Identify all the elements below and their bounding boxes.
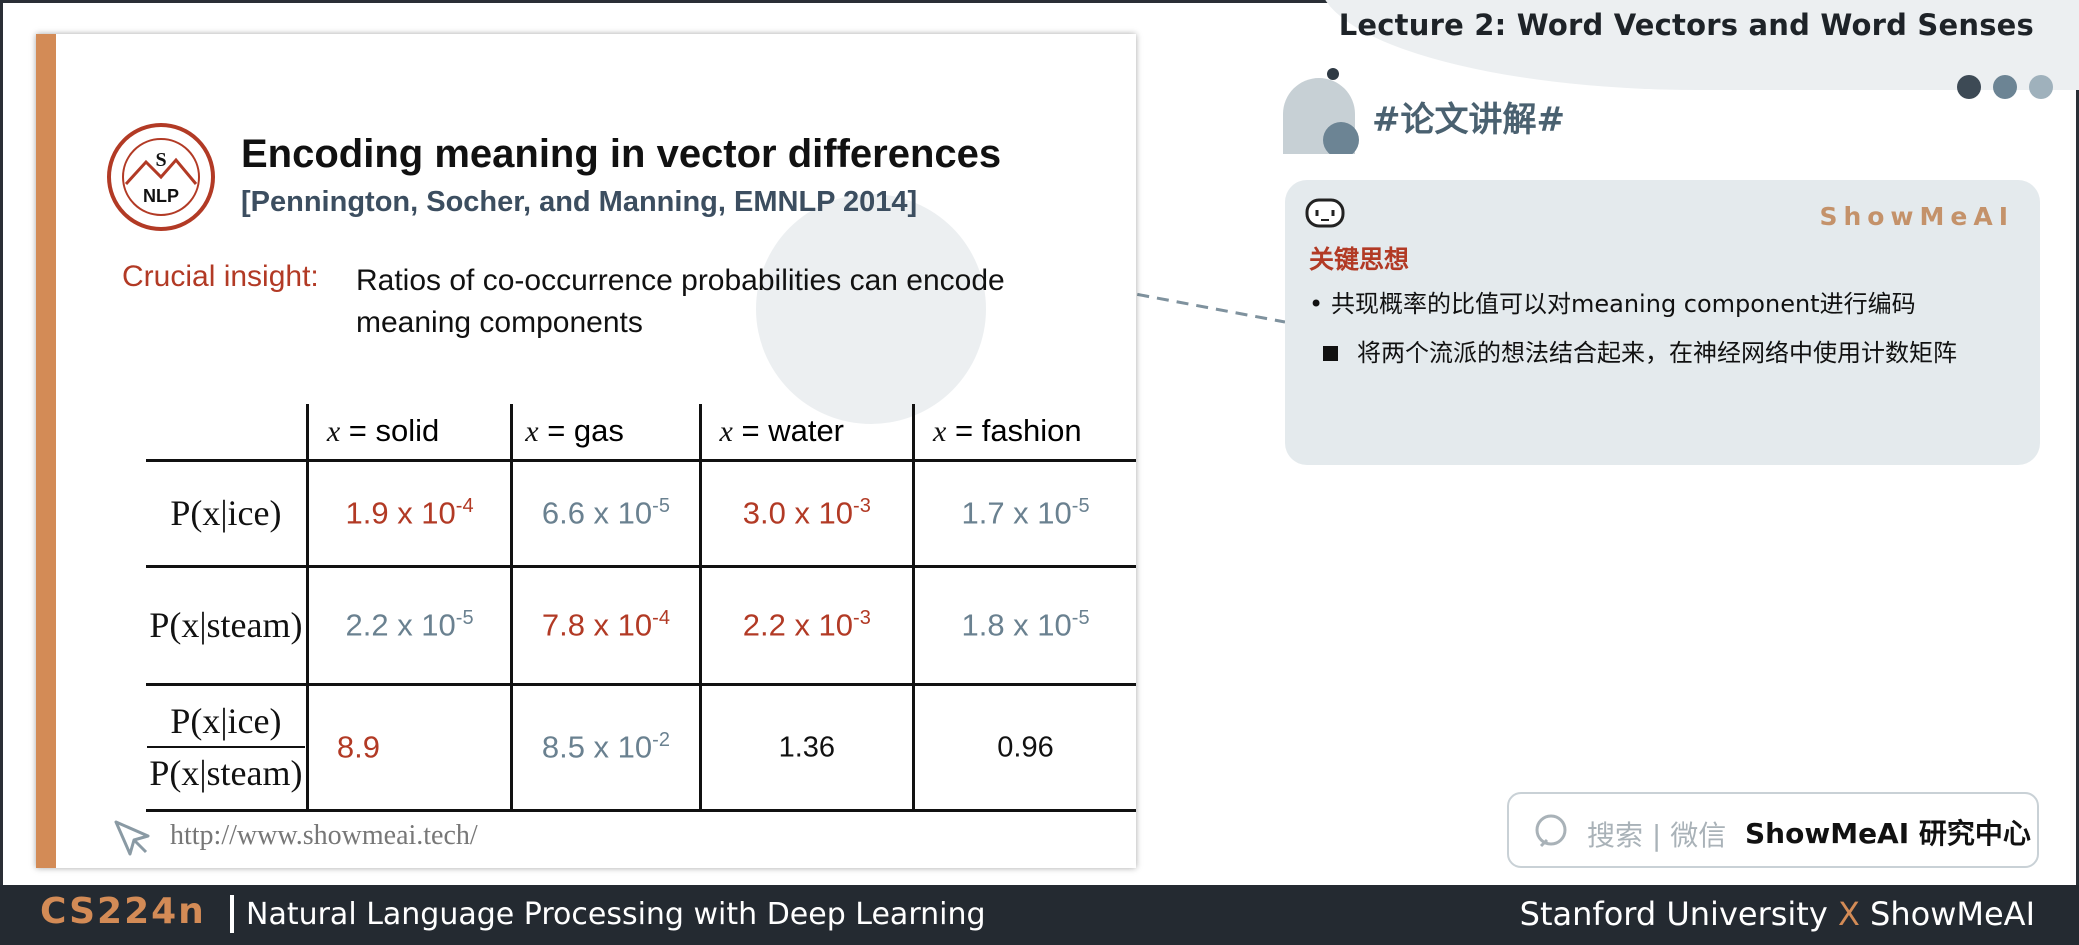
table-row: P(x|steam) 2.2 x 10-5 7.8 x 10-4 2.2 x 1… [146, 566, 1136, 684]
ratio-label: P(x|ice) P(x|steam) [146, 682, 309, 812]
table-cell: 2.2 x 10-5 [307, 566, 514, 684]
footer-credits: Stanford University X ShowMeAI [1519, 895, 2035, 933]
slide-accent-bar [36, 34, 56, 868]
slide-title: Encoding meaning in vector differences [241, 132, 1002, 176]
page-dots [1957, 75, 2053, 99]
table-cell: 8.5 x 10-2 [511, 682, 702, 812]
section-decoration-icon [1283, 68, 1359, 154]
table-cell: 6.6 x 10-5 [511, 460, 702, 568]
card-brand: ShowMeAI [1819, 202, 2014, 231]
table-cell: 7.8 x 10-4 [511, 566, 702, 684]
table-cell: 3.0 x 10-3 [700, 460, 916, 568]
column-header: x = water [700, 404, 916, 462]
row-label: P(x|steam) [146, 566, 309, 684]
search-brand: ShowMeAI 研究中心 [1745, 817, 2031, 850]
robot-icon [1305, 198, 1345, 228]
wechat-search-box[interactable]: 搜索 | 微信 ShowMeAI 研究中心 [1507, 792, 2039, 868]
key-idea-card: ShowMeAI 关键思想 • 共现概率的比值可以对meaning compone… [1285, 180, 2040, 465]
table-cell: 2.2 x 10-3 [700, 566, 916, 684]
table-cell: 1.8 x 10-5 [961, 606, 1090, 643]
dot-1 [1957, 75, 1981, 99]
cursor-icon [114, 820, 150, 856]
footer-bar: CS224n Natural Language Processing with … [0, 885, 2079, 945]
website-link[interactable]: http://www.showmeai.tech/ [170, 820, 478, 851]
highlight-circle [756, 194, 986, 424]
insight-label: Crucial insight: [122, 260, 319, 293]
table-header-row: x = solid x = gas x = water x = fashion [146, 404, 1136, 462]
section-title: #论文讲解# [1372, 100, 1565, 140]
table-row: P(x|ice) P(x|steam) 8.9 8.5 x 10-2 1.36 … [146, 682, 1136, 812]
search-icon [1535, 814, 1567, 848]
sub-bullet-point: 将两个流派的想法结合起来，在神经网络中使用计数矩阵 [1323, 330, 2017, 376]
column-header: x = gas [511, 404, 702, 462]
column-header: x = solid [307, 404, 514, 462]
table-row: P(x|ice) 1.9 x 10-4 6.6 x 10-5 3.0 x 10-… [146, 460, 1136, 568]
bullet-point: • 共现概率的比值可以对meaning component进行编码 [1309, 290, 1916, 318]
course-code: CS224n [40, 891, 206, 932]
table-cell: 1.36 [700, 682, 916, 812]
column-header: x = fashion [913, 404, 1136, 462]
slide-citation: [Pennington, Socher, and Manning, EMNLP … [241, 186, 918, 218]
course-subtitle: Natural Language Processing with Deep Le… [246, 897, 986, 932]
stanford-nlp-logo: S NLP [107, 123, 215, 231]
dot-3 [2029, 75, 2053, 99]
lecture-slide: S NLP Encoding meaning in vector differe… [36, 34, 1136, 868]
svg-text:NLP: NLP [143, 186, 179, 206]
lecture-title: Lecture 2: Word Vectors and Word Senses [1338, 8, 2034, 42]
table-cell: 0.96 [913, 682, 1136, 812]
card-heading: 关键思想 [1309, 245, 1410, 274]
insight-text: Ratios of co-occurrence probabilities ca… [356, 264, 1005, 339]
search-placeholder: 搜索 | 微信 [1587, 819, 1727, 852]
table-cell: 1.9 x 10-4 [307, 460, 514, 568]
table-cell: 8.9 [307, 682, 514, 812]
footer-divider [230, 895, 234, 933]
header-empty [146, 404, 309, 462]
cooccurrence-table: x = solid x = gas x = water x = fashion … [146, 404, 1136, 812]
row-label: P(x|ice) [146, 460, 309, 568]
dot-2 [1993, 75, 2017, 99]
square-bullet-icon [1323, 346, 1338, 361]
table-cell: 1.7 x 10-5 [913, 460, 1136, 568]
svg-text:S: S [155, 149, 166, 171]
